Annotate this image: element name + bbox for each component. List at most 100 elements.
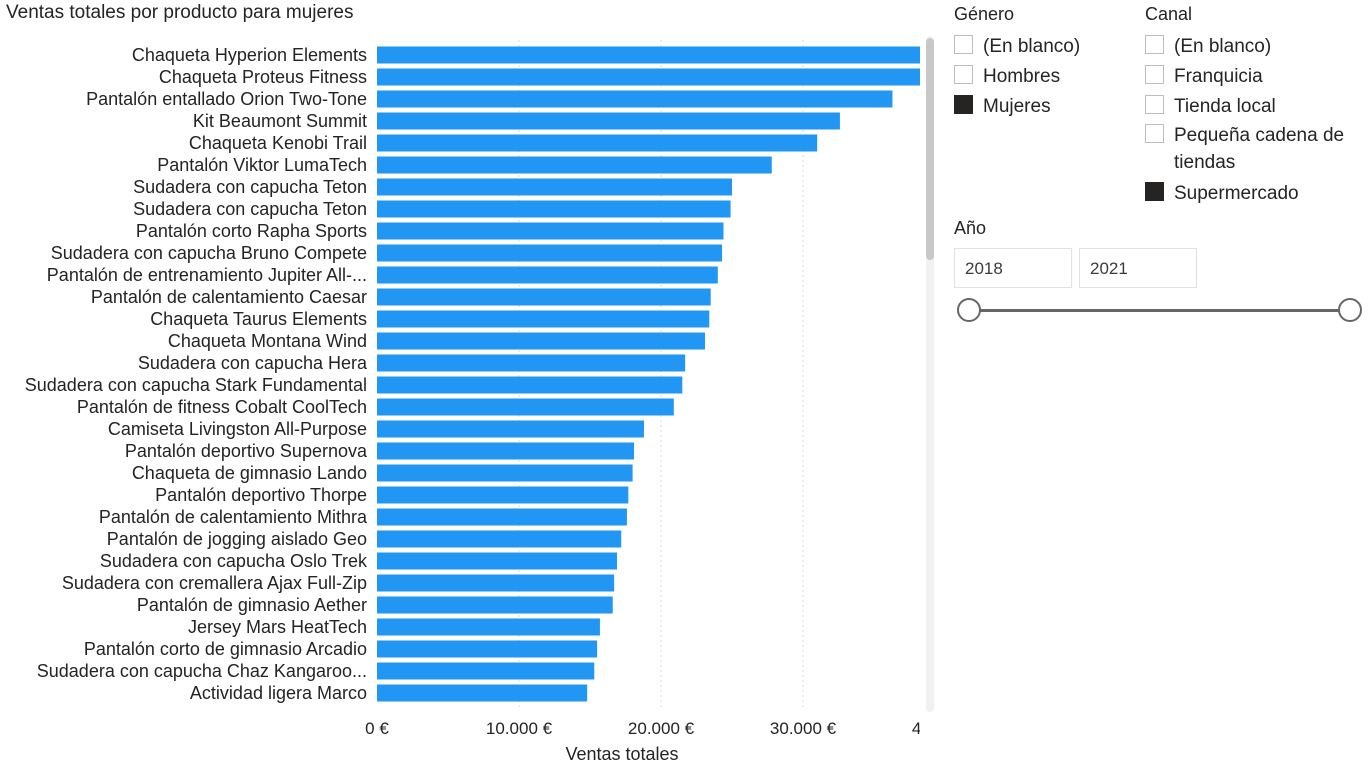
bar: [377, 244, 723, 262]
bar: [377, 662, 595, 680]
category-label: Camiseta Livingston All-Purpose: [108, 419, 367, 439]
year-range-track: [968, 309, 1350, 312]
bar: [377, 332, 706, 350]
category-label: Pantalón corto de gimnasio Arcadio: [84, 639, 367, 659]
channel-option-franchise[interactable]: Franquicia: [1145, 63, 1263, 87]
category-label: Sudadera con capucha Bruno Compete: [51, 243, 367, 263]
bar: [377, 398, 674, 416]
x-tick-label: 40.000 €: [912, 719, 920, 738]
category-label: Chaqueta Kenobi Trail: [189, 133, 367, 153]
year-range-end-handle[interactable]: [1338, 298, 1362, 322]
category-label: Pantalón de fitness Cobalt CoolTech: [77, 397, 367, 417]
bar: [377, 574, 615, 592]
category-label: Pantalón entallado Orion Two-Tone: [86, 89, 367, 109]
gender-slicer-title: Género: [954, 4, 1015, 24]
bar: [377, 354, 686, 372]
category-label: Chaqueta Montana Wind: [168, 331, 367, 351]
category-label: Sudadera con capucha Oslo Trek: [100, 551, 368, 571]
bar: [377, 156, 772, 174]
bar: [377, 134, 818, 152]
gender-men-label: Hombres: [983, 66, 1061, 87]
category-label: Sudadera con capucha Teton: [133, 199, 367, 219]
channel-slicer-title: Canal: [1145, 4, 1193, 24]
category-label: Chaqueta Proteus Fitness: [159, 67, 367, 87]
bar: [377, 376, 683, 394]
bar: [377, 618, 600, 636]
category-label: Actividad ligera Marco: [190, 683, 367, 703]
category-label: Pantalón deportivo Thorpe: [155, 485, 367, 505]
chart-title: Ventas totales por producto para mujeres: [6, 2, 354, 23]
bar: [377, 288, 711, 306]
channel-local-store-checkbox[interactable]: [1145, 95, 1164, 114]
bar: [377, 90, 893, 108]
gender-option-men[interactable]: Hombres: [954, 63, 1060, 87]
bar: [377, 112, 840, 130]
channel-blank-checkbox[interactable]: [1145, 35, 1164, 54]
bar: [377, 68, 920, 86]
channel-small-chain-label: Pequeña cadena de tiendas: [1174, 122, 1344, 176]
year-start-input[interactable]: 2018: [954, 248, 1072, 288]
channel-option-blank[interactable]: (En blanco): [1145, 33, 1271, 57]
bar: [377, 684, 588, 702]
gender-option-women[interactable]: Mujeres: [954, 93, 1051, 117]
bar: [377, 442, 635, 460]
x-axis-title: Ventas totales: [565, 744, 678, 764]
chart-scrollbar-track[interactable]: [926, 36, 934, 712]
category-label: Sudadera con capucha Hera: [138, 353, 368, 373]
channel-option-supermarket[interactable]: Supermercado: [1145, 180, 1299, 204]
channel-franchise-label: Franquicia: [1174, 66, 1263, 87]
category-label: Kit Beaumont Summit: [193, 111, 367, 131]
channel-small-chain-checkbox[interactable]: [1145, 124, 1164, 143]
category-label: Jersey Mars HeatTech: [188, 617, 367, 637]
channel-supermarket-label: Supermercado: [1174, 183, 1299, 204]
bar: [377, 178, 732, 196]
gender-women-label: Mujeres: [983, 96, 1051, 117]
bar: [377, 222, 724, 240]
x-tick-label: 20.000 €: [628, 719, 695, 738]
channel-franchise-checkbox[interactable]: [1145, 65, 1164, 84]
chart-scrollbar-thumb[interactable]: [926, 38, 934, 260]
bar: [377, 464, 633, 482]
bar: [377, 640, 598, 658]
gender-blank-checkbox[interactable]: [954, 35, 973, 54]
channel-local-store-label: Tienda local: [1174, 96, 1276, 117]
category-label: Sudadera con capucha Chaz Kangaroo...: [37, 661, 367, 681]
category-label: Pantalón de calentamiento Caesar: [91, 287, 367, 307]
category-label: Pantalón de jogging aislado Geo: [107, 529, 367, 549]
x-tick-label: 10.000 €: [486, 719, 553, 738]
channel-supermarket-checkbox[interactable]: [1145, 182, 1164, 201]
category-label: Chaqueta Taurus Elements: [150, 309, 367, 329]
gender-men-checkbox[interactable]: [954, 65, 973, 84]
category-label: Chaqueta Hyperion Elements: [132, 45, 367, 65]
bar: [377, 200, 731, 218]
category-label: Pantalón deportivo Supernova: [125, 441, 368, 461]
category-label: Pantalón corto Rapha Sports: [136, 221, 367, 241]
x-tick-label: 0 €: [365, 719, 389, 738]
category-label: Sudadera con cremallera Ajax Full-Zip: [62, 573, 367, 593]
year-slicer-title: Año: [954, 218, 987, 238]
bar: [377, 420, 644, 438]
gender-option-blank[interactable]: (En blanco): [954, 33, 1080, 57]
bar: [377, 486, 629, 504]
bar: [377, 508, 627, 526]
bar: [377, 266, 718, 284]
category-label: Pantalón Viktor LumaTech: [157, 155, 367, 175]
channel-blank-label: (En blanco): [1174, 36, 1272, 57]
year-range-start-handle[interactable]: [957, 298, 981, 322]
category-label: Sudadera con capucha Stark Fundamental: [25, 375, 367, 395]
bar: [377, 46, 920, 64]
bar: [377, 310, 710, 328]
gender-blank-label: (En blanco): [983, 36, 1081, 57]
channel-small-chain-label-line1: Pequeña cadena de: [1174, 125, 1345, 146]
channel-small-chain-label-line2: tiendas: [1174, 152, 1236, 173]
channel-option-small-chain[interactable]: Pequeña cadena de tiendas: [1145, 122, 1344, 176]
category-label: Pantalón de gimnasio Aether: [137, 595, 367, 615]
channel-option-local-store[interactable]: Tienda local: [1145, 93, 1276, 117]
gender-women-checkbox[interactable]: [954, 95, 973, 114]
category-label: Pantalón de calentamiento Mithra: [99, 507, 368, 527]
bar: [377, 552, 617, 570]
category-label: Pantalón de entrenamiento Jupiter All-..…: [47, 265, 367, 285]
x-tick-label: 30.000 €: [770, 719, 837, 738]
year-end-input[interactable]: 2021: [1079, 248, 1197, 288]
